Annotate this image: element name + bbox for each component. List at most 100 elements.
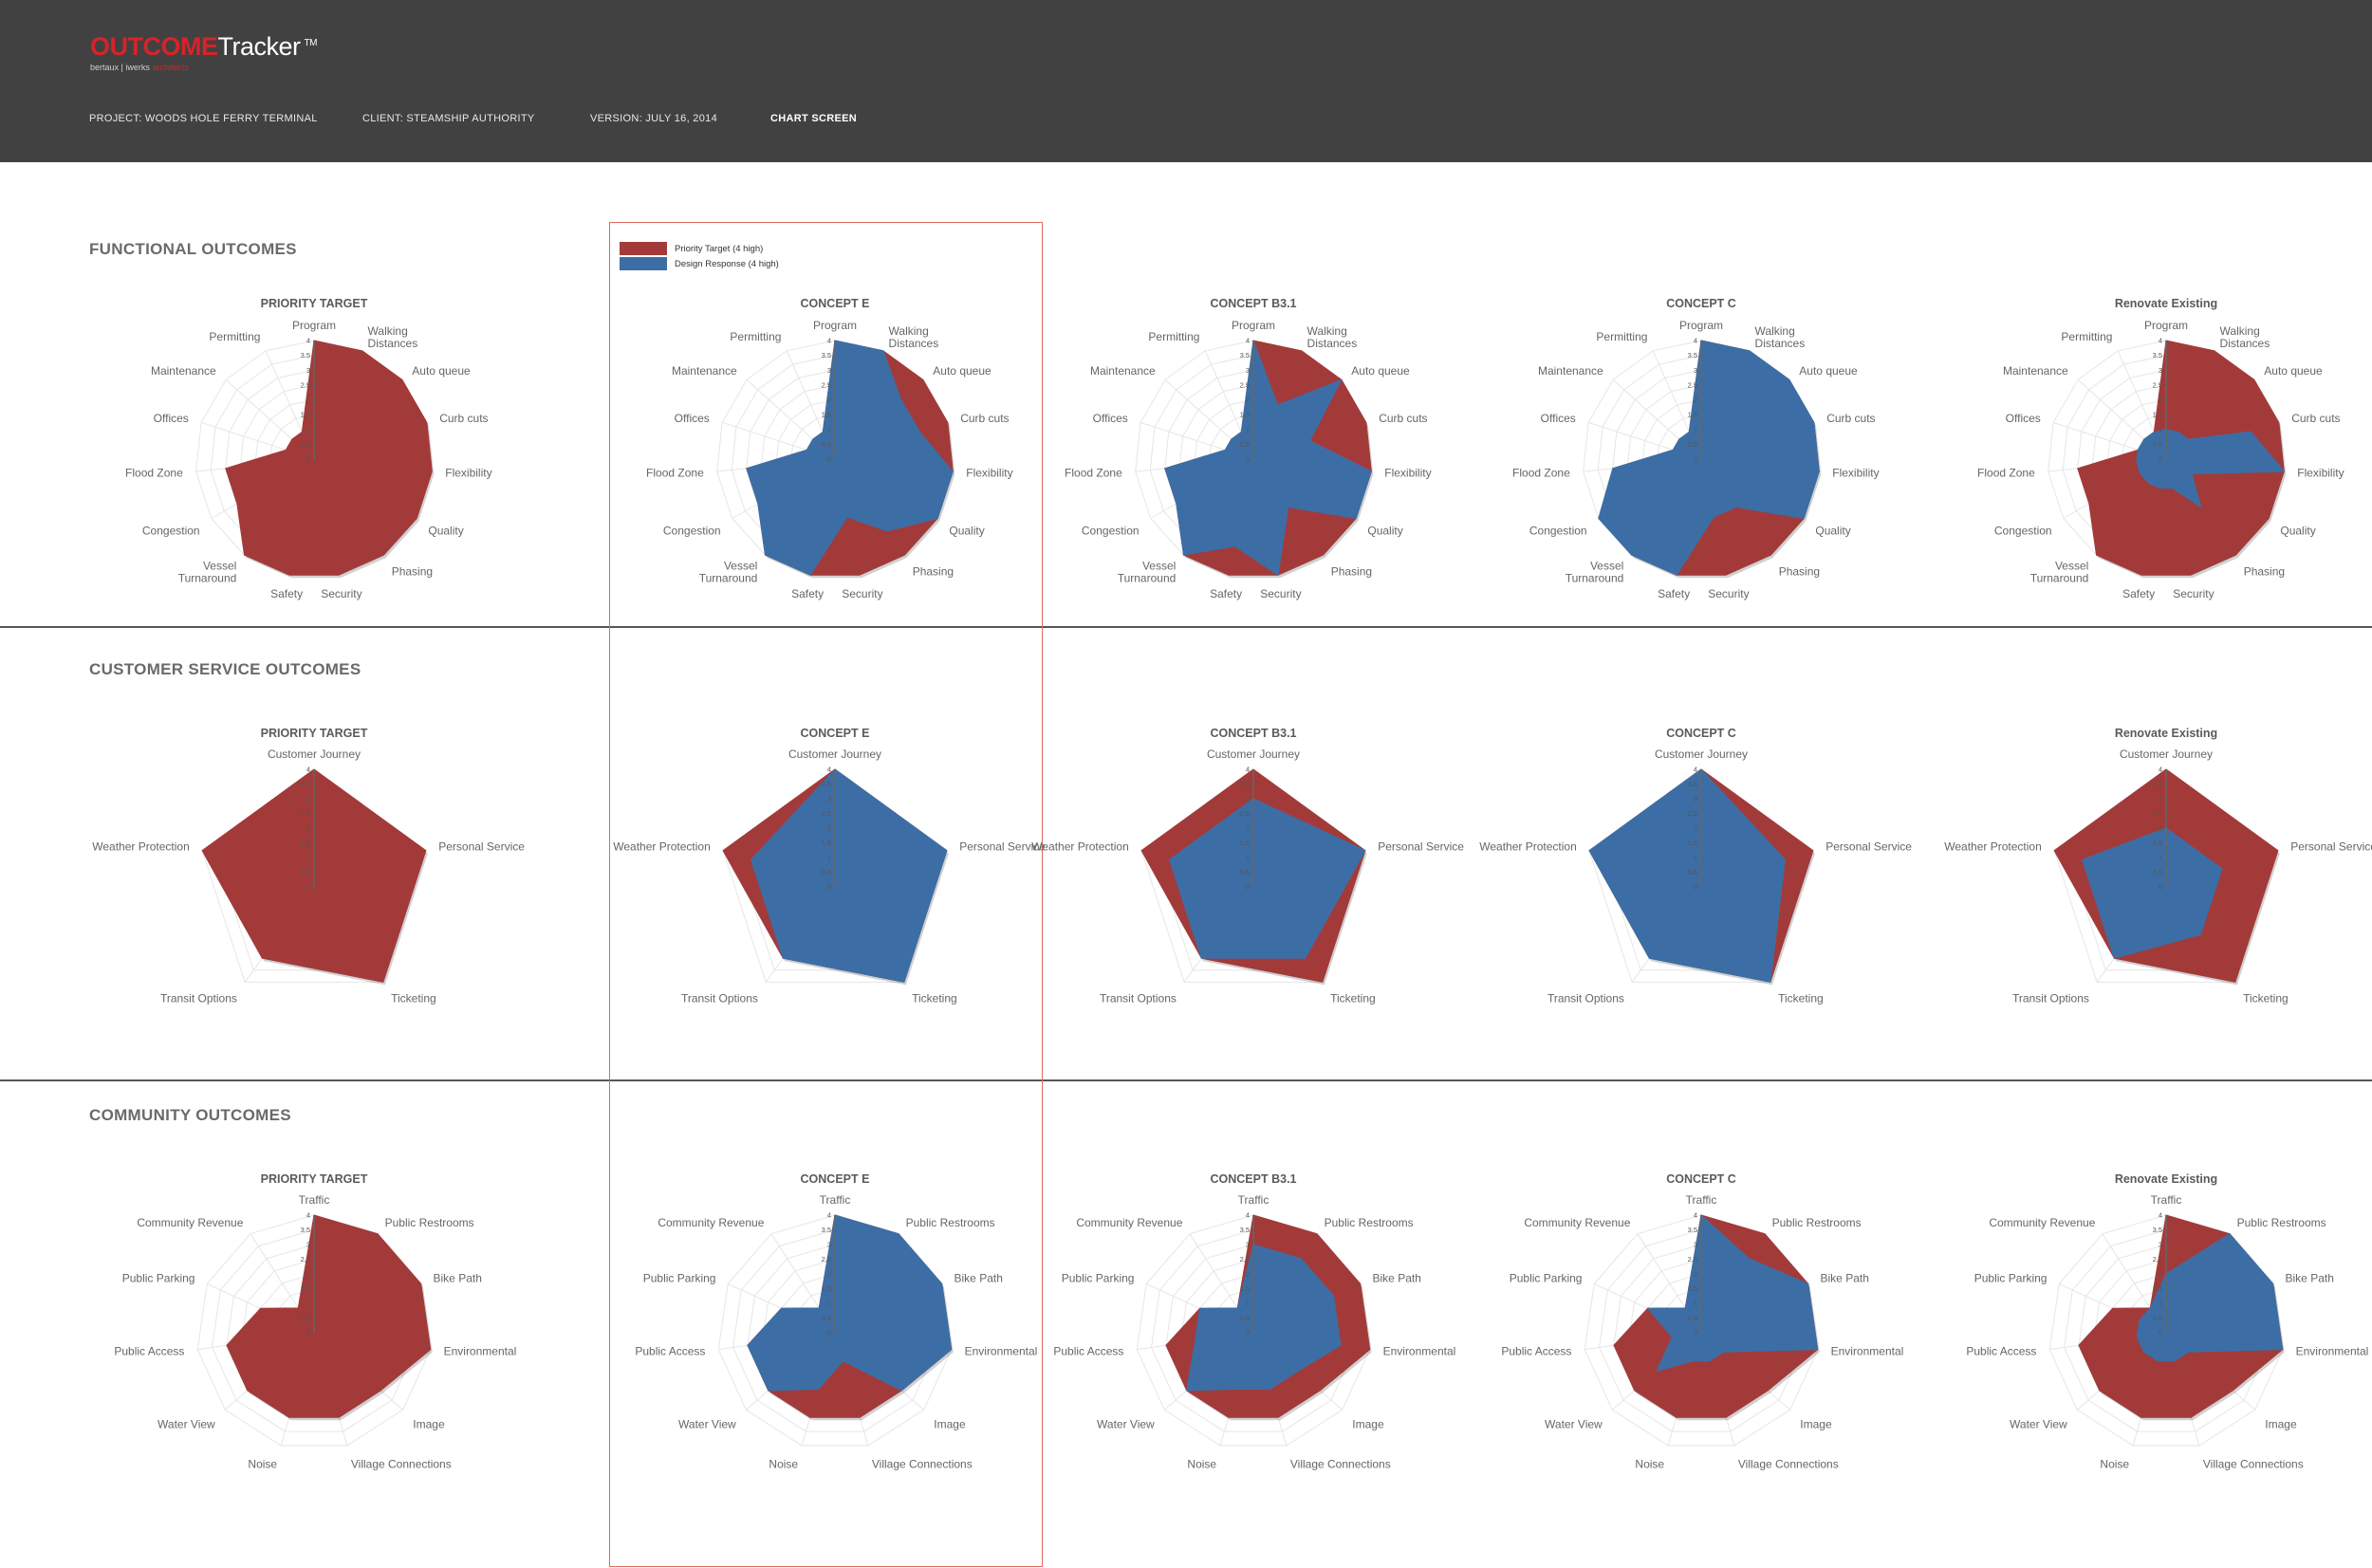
axis-label: Auto queue: [933, 364, 991, 378]
chart-title: Renovate Existing: [2114, 297, 2218, 310]
tick-label: 0.5: [1688, 1314, 1697, 1322]
tick-label: 2.5: [1688, 1255, 1697, 1264]
axis-label: Vessel Turnaround: [178, 559, 237, 584]
chart-title: CONCEPT C: [1666, 1172, 1736, 1186]
axis-label: Weather Protection: [1479, 839, 1577, 853]
axis-label: Phasing: [1779, 564, 1820, 578]
tick-label: 1.5: [822, 411, 831, 419]
tick-label: 0.5: [301, 868, 310, 876]
axis-label: Village Connections: [1738, 1457, 1839, 1470]
axis-label: Public Access: [1053, 1345, 1123, 1358]
axis-label: Phasing: [1331, 564, 1372, 578]
chart-title: Renovate Existing: [2114, 727, 2218, 740]
axis-label: Public Restrooms: [1325, 1216, 1414, 1229]
axis-label: Quality: [2280, 525, 2315, 538]
chart-title: CONCEPT E: [800, 297, 870, 310]
tick-label: 0: [1246, 1329, 1250, 1337]
axis-label: Curb cuts: [960, 412, 1009, 425]
axis-label: Flood Zone: [646, 467, 704, 480]
axis-label: Flexibility: [966, 467, 1012, 480]
tick-label: 1.5: [2153, 411, 2162, 419]
tick-label: 3.5: [2153, 1226, 2162, 1234]
axis-label: Noise: [2100, 1457, 2129, 1470]
axis-label: Weather Protection: [92, 839, 190, 853]
tick-label: 1: [2159, 1300, 2162, 1308]
axis-label: Program: [813, 319, 857, 332]
axis-label: Safety: [270, 587, 303, 600]
axis-label: Quality: [1815, 525, 1850, 538]
chart-screen-link[interactable]: CHART SCREEN: [770, 113, 857, 124]
tick-label: 3: [2159, 795, 2162, 803]
chart-title: CONCEPT C: [1666, 727, 1736, 740]
axis-label: Phasing: [392, 564, 433, 578]
tick-label: 2.5: [301, 1255, 310, 1264]
axis-label: Water View: [1545, 1417, 1603, 1430]
tick-label: 1: [306, 1300, 310, 1308]
section-title-customer-service: CUSTOMER SERVICE OUTCOMES: [89, 660, 361, 678]
axis-label: Ticketing: [391, 992, 436, 1005]
axis-label: Village Connections: [2203, 1457, 2304, 1470]
radar-plot: 0 0.5 1 1.5 2 2.5 3 3.5 4 Program Walking Distances…: [1977, 319, 2344, 600]
tick-label: 3: [1246, 1241, 1250, 1249]
tick-label: 0: [306, 455, 310, 464]
tick-label: 0.5: [822, 440, 831, 449]
radar-chart-community-outcomes-renovate-existing: Renovate Existing 0 0.5 1 1.5 2 2.5 3 3.5 4 Traffi…: [1929, 1172, 2372, 1523]
tick-label: 3: [306, 1241, 310, 1249]
axis-label: Program: [2144, 319, 2188, 332]
axis-label: Flexibility: [445, 467, 491, 480]
radar-chart-functional-outcomes-concept-c: CONCEPT C 0 0.5 1 1.5 2 2.5 3 3.5 4 Program Walking…: [1464, 297, 1938, 648]
response-polygon: [1168, 798, 1366, 959]
axis-label: Transit Options: [2012, 992, 2089, 1005]
tick-label: 2: [1694, 824, 1697, 833]
tick-label: 2: [306, 1270, 310, 1279]
tick-label: 3.5: [301, 351, 310, 360]
radar-chart-customer-service-outcomes-priority-target: PRIORITY TARGET 0 0.5 1 1.5 2 2.5 3 3.5 4 Customer…: [77, 727, 551, 1078]
tick-label: 3: [1694, 366, 1697, 375]
axis-label: Walking Distances: [368, 324, 418, 350]
chart-title: CONCEPT E: [800, 1172, 870, 1186]
axis-label: Public Access: [114, 1345, 184, 1358]
tick-label: 4: [2159, 1211, 2162, 1220]
tick-label: 4: [1694, 766, 1697, 774]
radar-plot: 0 0.5 1 1.5 2 2.5 3 3.5 4 Traffic Public Restrooms…: [114, 1193, 516, 1470]
axis-label: Customer Journey: [788, 747, 881, 761]
tick-label: 4: [2159, 766, 2162, 774]
tick-label: 2.5: [822, 1255, 831, 1264]
axis-label: Water View: [158, 1417, 215, 1430]
tick-label: 3: [827, 1241, 831, 1249]
axis-label: Personal Service: [1378, 839, 1464, 853]
chart-title: PRIORITY TARGET: [260, 1172, 368, 1186]
tick-label: 3.5: [301, 1226, 310, 1234]
radar-plot: 0 0.5 1 1.5 2 2.5 3 3.5 4 Traffic Public Restrooms…: [1501, 1193, 1903, 1470]
chart-title: CONCEPT C: [1666, 297, 1736, 310]
tick-label: 3.5: [301, 780, 310, 788]
axis-label: Program: [1679, 319, 1723, 332]
tick-label: 0.5: [1688, 440, 1697, 449]
chart-title: PRIORITY TARGET: [260, 297, 368, 310]
axis-label: Image: [1352, 1417, 1384, 1430]
tick-label: 3.5: [2153, 351, 2162, 360]
tick-label: 2.5: [2153, 1255, 2162, 1264]
axis-label: Walking Distances: [1307, 324, 1358, 350]
tick-label: 3: [827, 366, 831, 375]
axis-label: Public Access: [635, 1345, 705, 1358]
axis-label: Environmental: [2296, 1345, 2369, 1358]
tick-label: 1: [1246, 1300, 1250, 1308]
tick-label: 2: [2159, 396, 2162, 404]
axis-label: Public Restrooms: [385, 1216, 474, 1229]
app-logo: OUTCOMETracker TM: [90, 32, 317, 61]
axis-label: Permitting: [730, 330, 781, 343]
tick-label: 2.5: [1240, 380, 1250, 389]
tick-label: 4: [1246, 766, 1250, 774]
axis-label: Offices: [154, 412, 189, 425]
axis-label: Curb cuts: [439, 412, 488, 425]
tick-label: 1.5: [2153, 1284, 2162, 1293]
tick-label: 1: [2159, 425, 2162, 434]
tick-label: 2.5: [301, 809, 310, 818]
axis-label: Public Parking: [643, 1272, 716, 1285]
axis-label: Flexibility: [1832, 467, 1879, 480]
radar-chart-community-outcomes-concept-c: CONCEPT C 0 0.5 1 1.5 2 2.5 3 3.5 4 Traffic Public …: [1464, 1172, 1938, 1523]
tick-label: 2.5: [1240, 1255, 1250, 1264]
tick-label: 2: [827, 824, 831, 833]
tick-label: 2: [1246, 396, 1250, 404]
